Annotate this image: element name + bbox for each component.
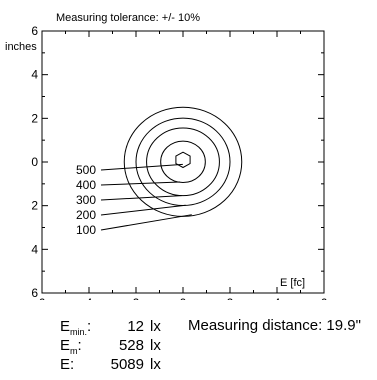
stat-label-em: Em: <box>60 337 82 356</box>
x-tick-label: 0 <box>180 296 187 300</box>
contour-line <box>175 151 191 169</box>
y-tick-label: 4 <box>31 68 38 82</box>
contour-line <box>146 127 220 197</box>
contour-label: 400 <box>76 178 96 192</box>
stat-value-emin: 12 <box>127 318 144 335</box>
quantity-label: E [fc] <box>280 277 305 289</box>
x-tick-label: 2 <box>227 296 234 300</box>
measuring-distance: Measuring distance: 19.9" <box>188 317 361 334</box>
stats-block: Emin.: 12 lx Em: 528 lx E: 5089 lx <box>60 317 161 374</box>
x-tick-label: 2 <box>133 296 140 300</box>
stat-em: Em: 528 lx <box>60 336 161 356</box>
contour-lines <box>123 106 243 217</box>
contour-chart: Measuring tolerance: +/- 10% inches inch… <box>5 12 328 300</box>
x-tick-labels: 6 4 2 0 2 4 6 <box>39 296 328 300</box>
y-tick-label: 2 <box>31 111 38 125</box>
contour-label: 100 <box>76 223 96 237</box>
contour-line <box>160 140 206 184</box>
y-tick-labels: 6 4 2 0 2 4 6 <box>31 24 38 300</box>
plot-frame <box>41 30 325 294</box>
contour-leader <box>100 204 186 216</box>
contour-line <box>135 117 231 206</box>
contour-line <box>123 106 243 217</box>
x-tick-label: 4 <box>274 296 281 300</box>
y-tick-label: 0 <box>31 155 38 169</box>
x-tick-label: 6 <box>39 296 46 300</box>
y-tick-label: 6 <box>31 24 38 38</box>
contour-leader <box>100 163 183 171</box>
stat-unit-emin: lx <box>150 318 161 335</box>
x-tick-label: 6 <box>321 296 328 300</box>
stat-unit-em: lx <box>150 337 161 354</box>
stat-emax: E: 5089 lx <box>60 355 161 374</box>
y-tick-label: 2 <box>31 199 38 213</box>
stat-value-em: 528 <box>118 337 144 354</box>
y-unit-label: inches <box>5 41 37 53</box>
stat-label-emin: Emin.: <box>60 318 92 337</box>
y-tick-label: 6 <box>31 286 38 300</box>
chart-title: Measuring tolerance: +/- 10% <box>56 12 200 24</box>
stat-value-emax: 5089 <box>110 356 144 373</box>
y-tick-label: 4 <box>31 242 38 256</box>
stat-label-emax: E: <box>60 356 75 373</box>
stat-unit-emax: lx <box>150 356 161 373</box>
axis-ticks <box>41 30 325 294</box>
contour-leader <box>100 195 182 201</box>
contour-label: 500 <box>76 163 96 177</box>
contour-label: 200 <box>76 208 96 222</box>
contour-leader <box>100 214 192 231</box>
contour-leader <box>100 181 181 186</box>
stat-emin: Emin.: 12 lx <box>60 317 161 337</box>
x-tick-label: 4 <box>86 296 93 300</box>
contour-label: 300 <box>76 193 96 207</box>
